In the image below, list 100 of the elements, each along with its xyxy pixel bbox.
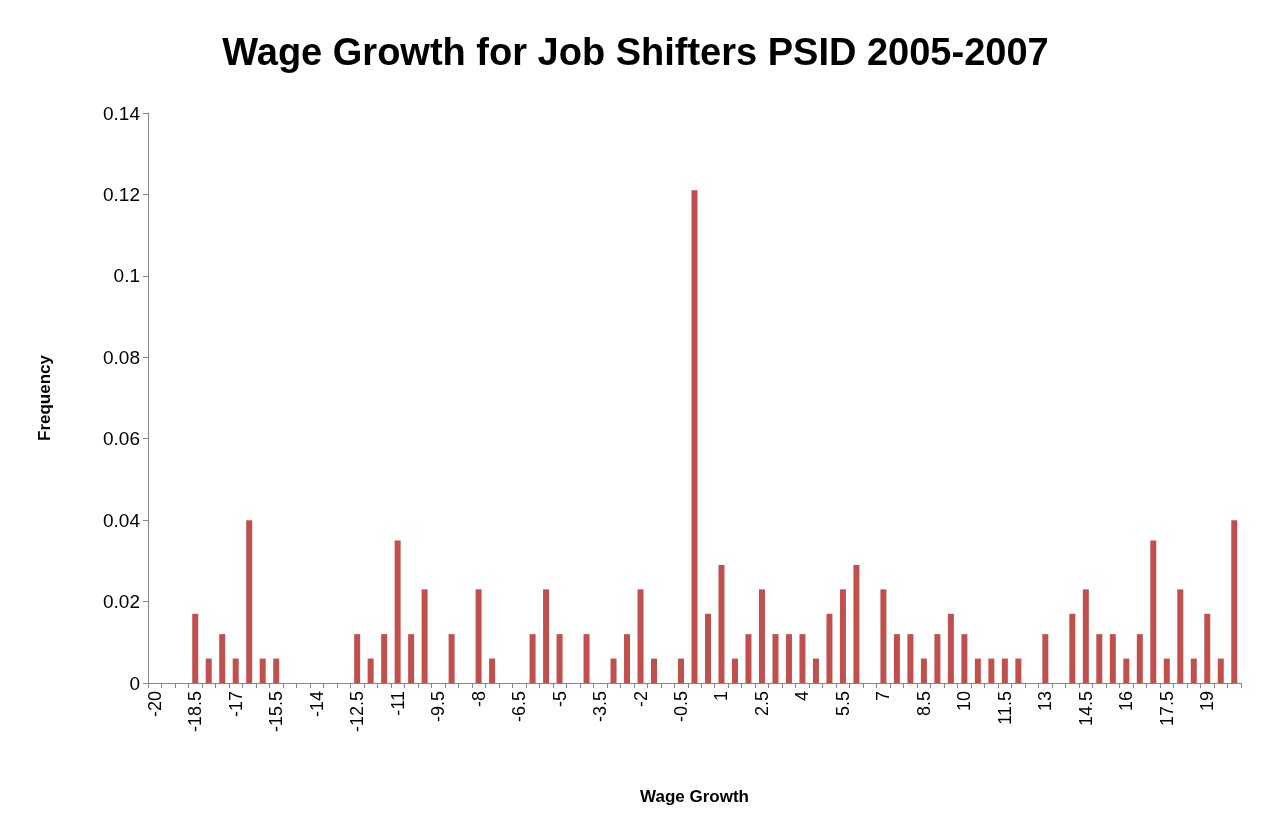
- x-tick-label: 19: [1197, 691, 1218, 712]
- x-tick-label: 8.5: [913, 691, 934, 717]
- bar: [192, 613, 199, 683]
- x-tick-label: 7: [873, 691, 894, 702]
- bar: [1123, 658, 1130, 683]
- bar: [704, 613, 711, 683]
- bar: [1231, 520, 1238, 683]
- y-tick-label: 0.12: [103, 183, 140, 205]
- x-tick-label: -11: [387, 691, 408, 716]
- bar: [880, 589, 887, 683]
- bar: [354, 634, 361, 683]
- x-tick-label: 1: [711, 691, 732, 702]
- bar: [731, 658, 738, 683]
- y-tick-label: 0.02: [103, 591, 140, 613]
- bar: [381, 634, 388, 683]
- bar: [1177, 589, 1184, 683]
- bar: [637, 589, 644, 683]
- bar: [691, 190, 698, 683]
- y-tick-label: 0.14: [103, 102, 141, 124]
- x-tick-label: 4: [792, 691, 813, 702]
- bar: [934, 634, 941, 683]
- bar: [205, 658, 212, 683]
- bar: [1150, 540, 1157, 683]
- bar: [1096, 634, 1103, 683]
- x-tick-label: -17: [225, 691, 246, 718]
- x-tick-label: -20: [144, 691, 165, 718]
- bar: [1204, 613, 1211, 683]
- bar: [529, 634, 536, 683]
- bar: [246, 520, 253, 683]
- bar: [947, 613, 954, 683]
- bar: [826, 613, 833, 683]
- bar: [812, 658, 819, 683]
- bar: [785, 634, 792, 683]
- bar: [893, 634, 900, 683]
- bar: [651, 658, 658, 683]
- bar: [974, 658, 981, 683]
- chart-title: Wage Growth for Job Shifters PSID 2005-2007: [222, 31, 1049, 73]
- x-tick-label: -5: [549, 691, 570, 708]
- bar: [475, 589, 482, 683]
- bar: [421, 589, 428, 683]
- x-tick-label: 11.5: [994, 691, 1015, 725]
- y-axis-title: Frequency: [35, 354, 54, 441]
- bar: [745, 634, 752, 683]
- bar: [1163, 658, 1170, 683]
- bar: [799, 634, 806, 683]
- x-tick-label: 17.5: [1156, 691, 1177, 727]
- bar: [961, 634, 968, 683]
- x-tick-label: 10: [954, 691, 975, 712]
- x-tick-label: -3.5: [590, 691, 611, 723]
- bar: [1190, 658, 1197, 683]
- bar: [543, 589, 550, 683]
- x-tick-label: -0.5: [671, 691, 692, 723]
- y-tick-label: 0.1: [113, 265, 140, 287]
- x-tick-label: -14: [306, 691, 327, 718]
- x-tick-label: -18.5: [185, 691, 206, 733]
- bar: [839, 589, 846, 683]
- x-tick-label: -6.5: [509, 691, 530, 723]
- y-tick-label: 0.04: [103, 509, 141, 531]
- x-tick-label: -15.5: [266, 691, 287, 733]
- bar: [1136, 634, 1143, 683]
- bar: [1015, 658, 1022, 683]
- x-tick-label: -2: [630, 691, 651, 708]
- bar: [1001, 658, 1008, 683]
- bar: [718, 564, 725, 683]
- bar: [1217, 658, 1224, 683]
- x-tick-label: 5.5: [832, 691, 853, 717]
- bar: [920, 658, 927, 683]
- x-tick-label: 14.5: [1075, 691, 1096, 727]
- y-tick-label: 0: [129, 672, 140, 694]
- bar: [1042, 634, 1049, 683]
- bar: [273, 658, 280, 683]
- bar: [394, 540, 401, 683]
- x-tick-label: -9.5: [428, 691, 449, 723]
- bar: [489, 658, 496, 683]
- bar: [610, 658, 617, 683]
- x-tick-label: 13: [1035, 691, 1056, 712]
- bar: [448, 634, 455, 683]
- bar: [1082, 589, 1089, 683]
- x-tick-label: 2.5: [751, 691, 772, 717]
- y-tick-label: 0.06: [103, 428, 140, 450]
- x-axis-title: Wage Growth: [640, 787, 749, 806]
- bar: [367, 658, 374, 683]
- bar: [1069, 613, 1076, 683]
- x-tick-label: -8: [468, 691, 489, 708]
- bar: [1109, 634, 1116, 683]
- y-tick-label: 0.08: [103, 346, 140, 368]
- bar: [772, 634, 779, 683]
- x-tick-label: 16: [1116, 691, 1137, 712]
- bar: [232, 658, 239, 683]
- bar: [556, 634, 563, 683]
- bar: [758, 589, 765, 683]
- bar: [219, 634, 226, 683]
- bar: [678, 658, 685, 683]
- bar: [408, 634, 415, 683]
- x-tick-label: -12.5: [347, 691, 368, 733]
- bar: [988, 658, 995, 683]
- bar: [259, 658, 266, 683]
- bar: [583, 634, 590, 683]
- bar: [907, 634, 914, 683]
- bar: [624, 634, 631, 683]
